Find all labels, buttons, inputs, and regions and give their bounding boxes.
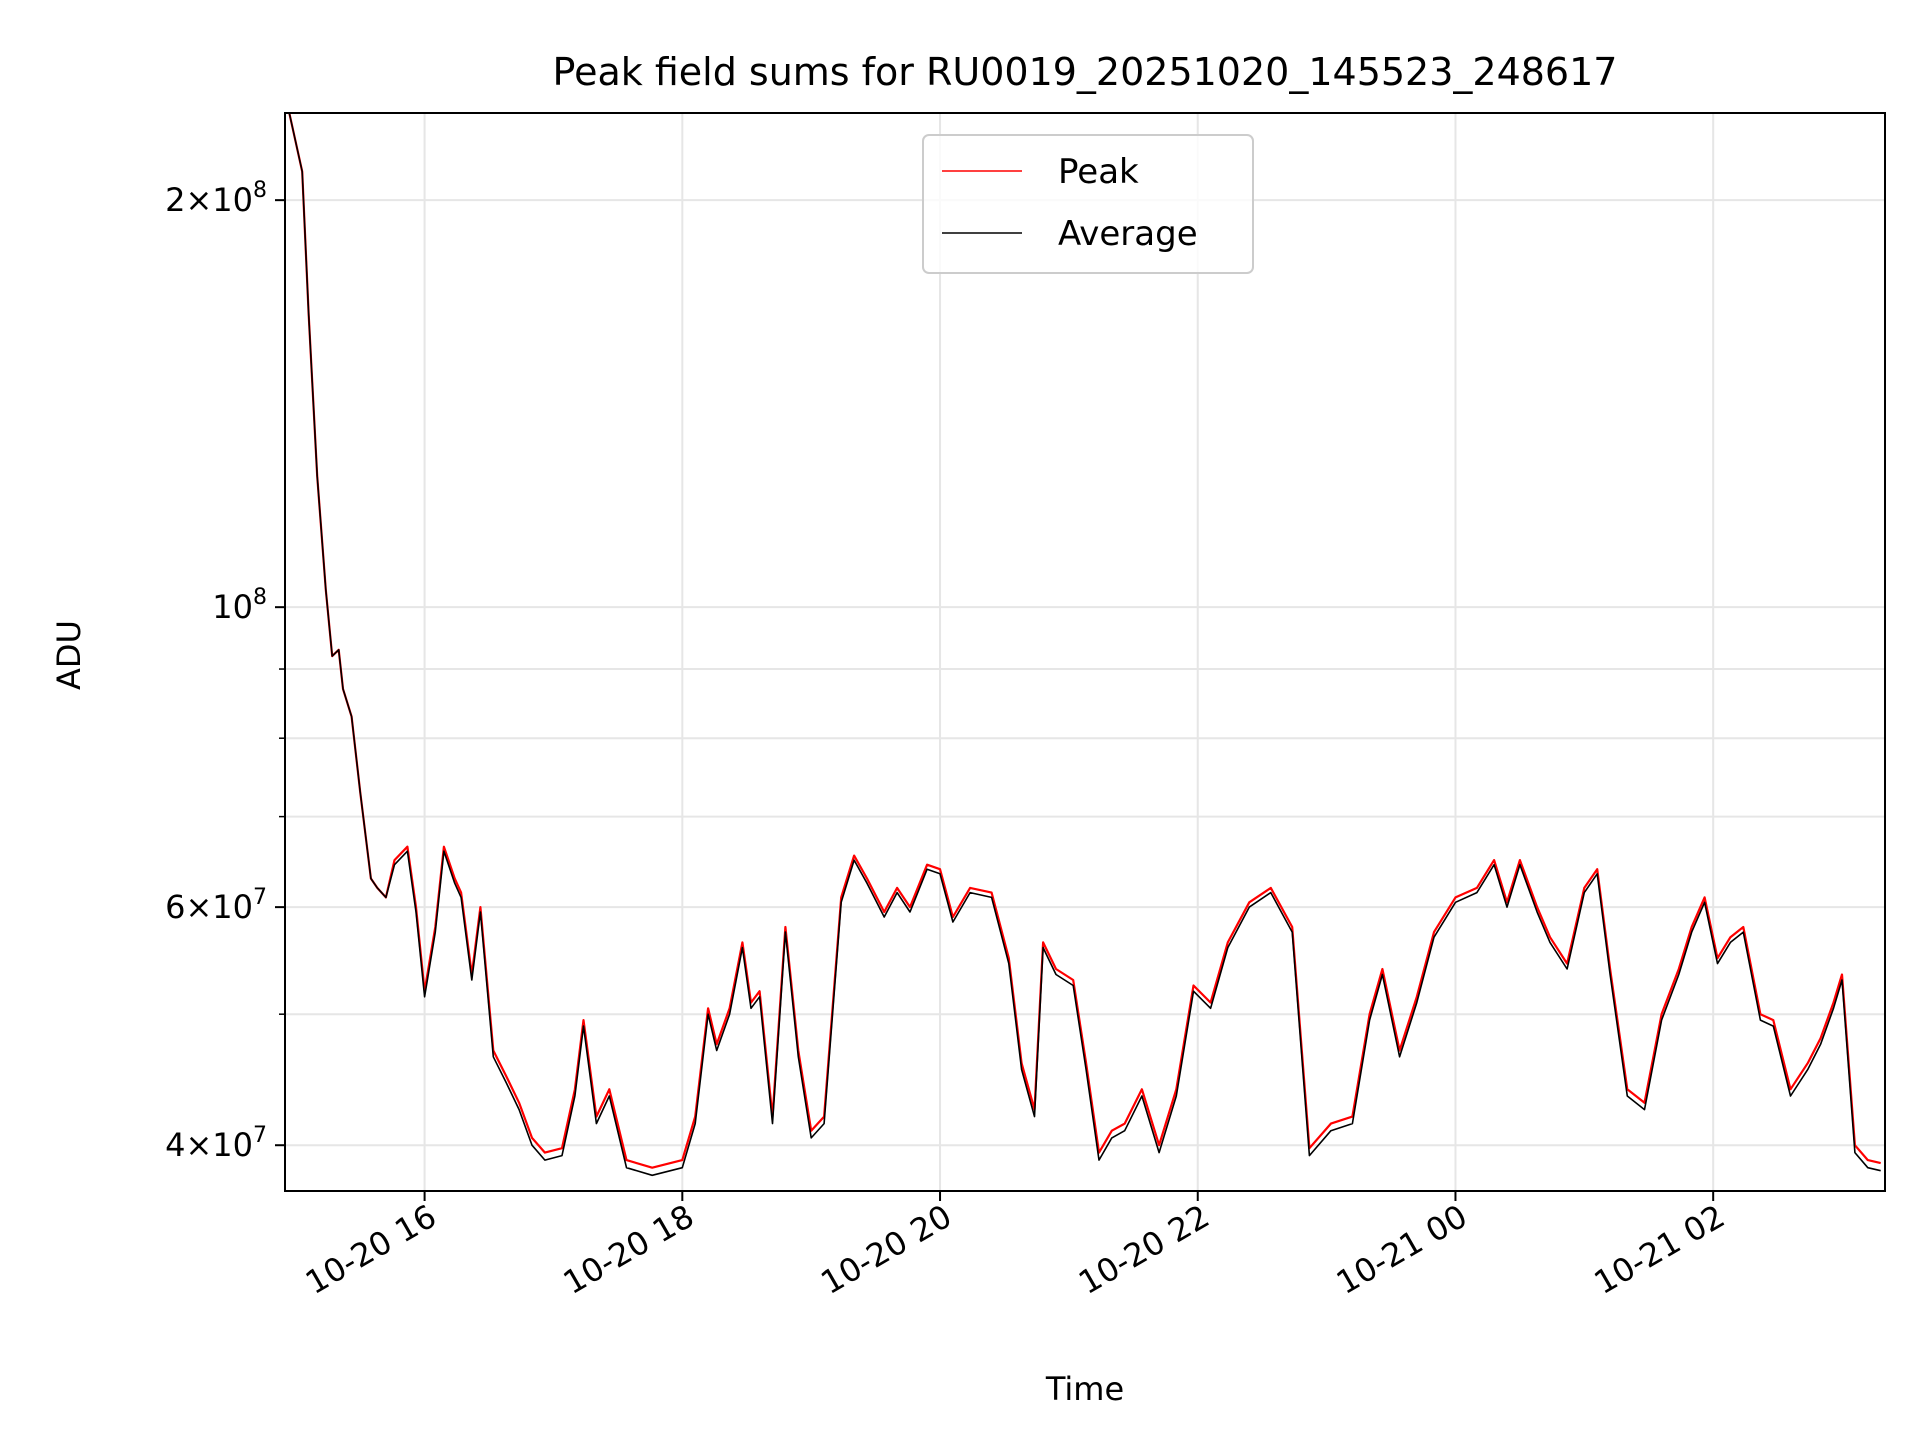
y-tick-label: 4×107 (165, 1123, 267, 1164)
legend-box (922, 134, 1254, 274)
x-axis-label: Time (1045, 1370, 1124, 1408)
y-tick-label: 108 (212, 585, 267, 626)
plot-area-frame (284, 112, 1886, 1192)
legend: Peak Average (922, 134, 1254, 274)
y-tick-label: 6×107 (165, 885, 267, 926)
legend-label-peak: Peak (1058, 152, 1139, 192)
series-lines (288, 112, 1881, 1177)
legend-label-average: Average (1058, 214, 1198, 254)
series-line-average (288, 112, 1881, 1177)
y-axis-label: ADU (50, 620, 88, 690)
y-tick-label: 2×108 (165, 178, 267, 219)
chart-title: Peak field sums for RU0019_20251020_1455… (553, 50, 1618, 94)
